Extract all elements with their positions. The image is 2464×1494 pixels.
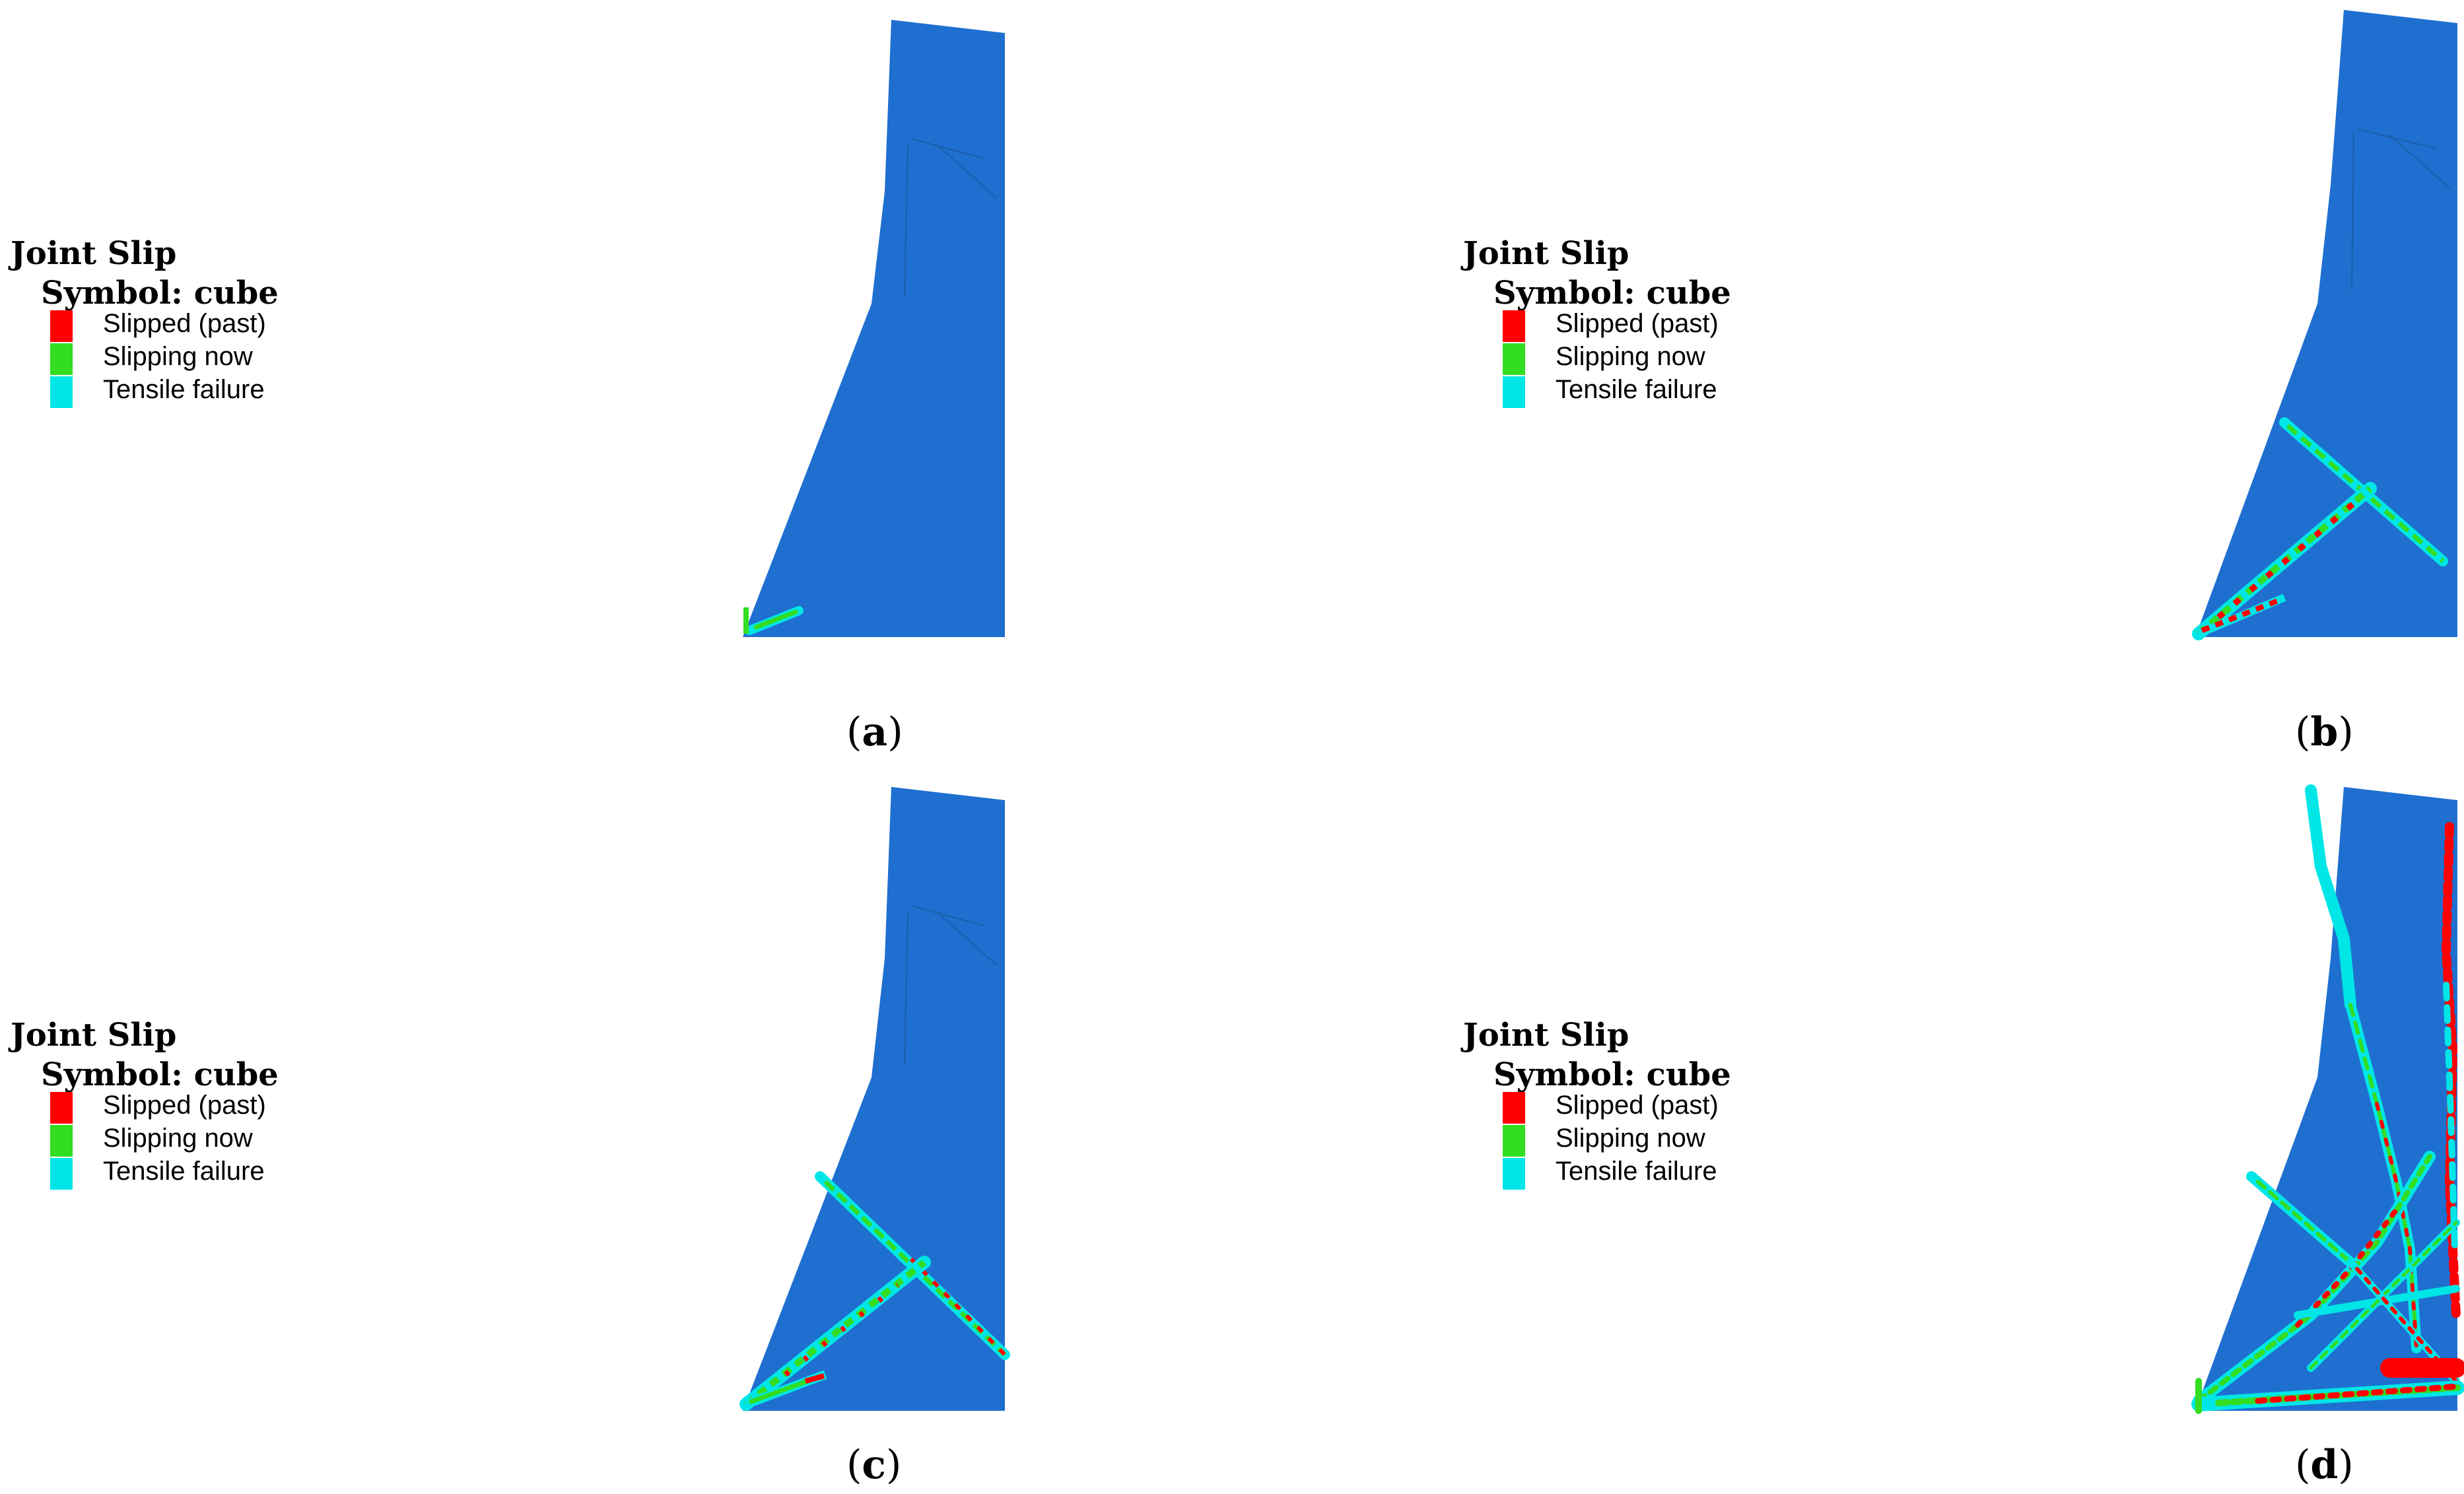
legend-title: Joint Slip bbox=[11, 1017, 177, 1054]
tensile-swatch bbox=[1503, 376, 1525, 408]
rock-mass bbox=[743, 20, 1005, 637]
legend-item-label: Tensile failure bbox=[103, 375, 265, 404]
crack-traces bbox=[2351, 128, 2450, 291]
slipped-swatch bbox=[1503, 1092, 1525, 1124]
slipping-swatch bbox=[50, 1125, 73, 1157]
legend-symbol: Symbol: cube bbox=[41, 275, 279, 312]
legend-item-label: Slipped (past) bbox=[1556, 309, 1719, 338]
model-section-c bbox=[739, 787, 1010, 1411]
legend-symbol: Symbol: cube bbox=[1493, 275, 1731, 312]
slipped-swatch bbox=[1503, 310, 1525, 342]
panel-label-a: (a) bbox=[846, 709, 903, 755]
panel-label-b: (b) bbox=[2295, 709, 2354, 755]
tensile-swatch bbox=[1503, 1158, 1525, 1190]
legend-item-label: Tensile failure bbox=[1556, 375, 1717, 404]
legend-item-label: Slipping now bbox=[103, 1124, 253, 1153]
legend: Joint Slip Symbol: cube Slipped (past) S… bbox=[11, 1017, 407, 1215]
legend-item-label: Slipping now bbox=[103, 342, 253, 371]
slipping-swatch bbox=[1503, 1125, 1525, 1157]
legend: Joint Slip Symbol: cube Slipped (past) S… bbox=[1463, 235, 1859, 433]
slipping-swatch bbox=[1503, 343, 1525, 375]
legend-item-label: Slipped (past) bbox=[103, 309, 266, 338]
rock-mass bbox=[2195, 787, 2457, 1411]
legend-item-label: Slipping now bbox=[1556, 342, 1705, 371]
model-section-d bbox=[2191, 784, 2464, 1414]
panel-c: Joint Slip Symbol: cube Slipped (past) S… bbox=[0, 747, 1232, 1494]
legend-item-label: Slipped (past) bbox=[103, 1091, 266, 1120]
legend: Joint Slip Symbol: cube Slipped (past) S… bbox=[11, 235, 407, 433]
legend: Joint Slip Symbol: cube Slipped (past) S… bbox=[1463, 1017, 1859, 1215]
joint-markers bbox=[2191, 784, 2464, 1414]
panel-b: Joint Slip Symbol: cube Slipped (past) S… bbox=[1232, 0, 2464, 755]
slipped-swatch bbox=[50, 1092, 73, 1124]
legend-title: Joint Slip bbox=[1463, 1017, 1629, 1054]
legend-symbol: Symbol: cube bbox=[1493, 1056, 1731, 1093]
panel-a: Joint Slip Symbol: cube Slipped (past) S… bbox=[0, 0, 1232, 755]
legend-symbol: Symbol: cube bbox=[41, 1056, 279, 1093]
joint-markers bbox=[743, 606, 804, 635]
legend-item-label: Tensile failure bbox=[1556, 1157, 1717, 1186]
model-section-b bbox=[2192, 10, 2457, 640]
legend-title: Joint Slip bbox=[1463, 235, 1629, 272]
legend-item-label: Tensile failure bbox=[103, 1157, 265, 1186]
legend-item-label: Slipped (past) bbox=[1556, 1091, 1719, 1120]
joint-markers bbox=[739, 1171, 1010, 1411]
panel-label-c-text: (c) bbox=[846, 1442, 902, 1488]
panel-label-d: (d) bbox=[2295, 1442, 2354, 1488]
legend-item-label: Slipping now bbox=[1556, 1124, 1705, 1153]
crack-traces bbox=[904, 138, 998, 298]
rock-mass bbox=[743, 787, 1005, 1411]
legend-title: Joint Slip bbox=[11, 235, 177, 272]
model-section-a bbox=[743, 20, 1005, 637]
crack-traces bbox=[904, 905, 998, 1065]
joint-markers bbox=[2192, 417, 2448, 640]
panel-d: Joint Slip Symbol: cube Slipped (past) S… bbox=[1232, 747, 2464, 1494]
slipping-swatch bbox=[50, 343, 73, 375]
tensile-swatch bbox=[50, 376, 73, 408]
rock-mass bbox=[2195, 10, 2457, 637]
tensile-swatch bbox=[50, 1158, 73, 1190]
slipped-swatch bbox=[50, 310, 73, 342]
